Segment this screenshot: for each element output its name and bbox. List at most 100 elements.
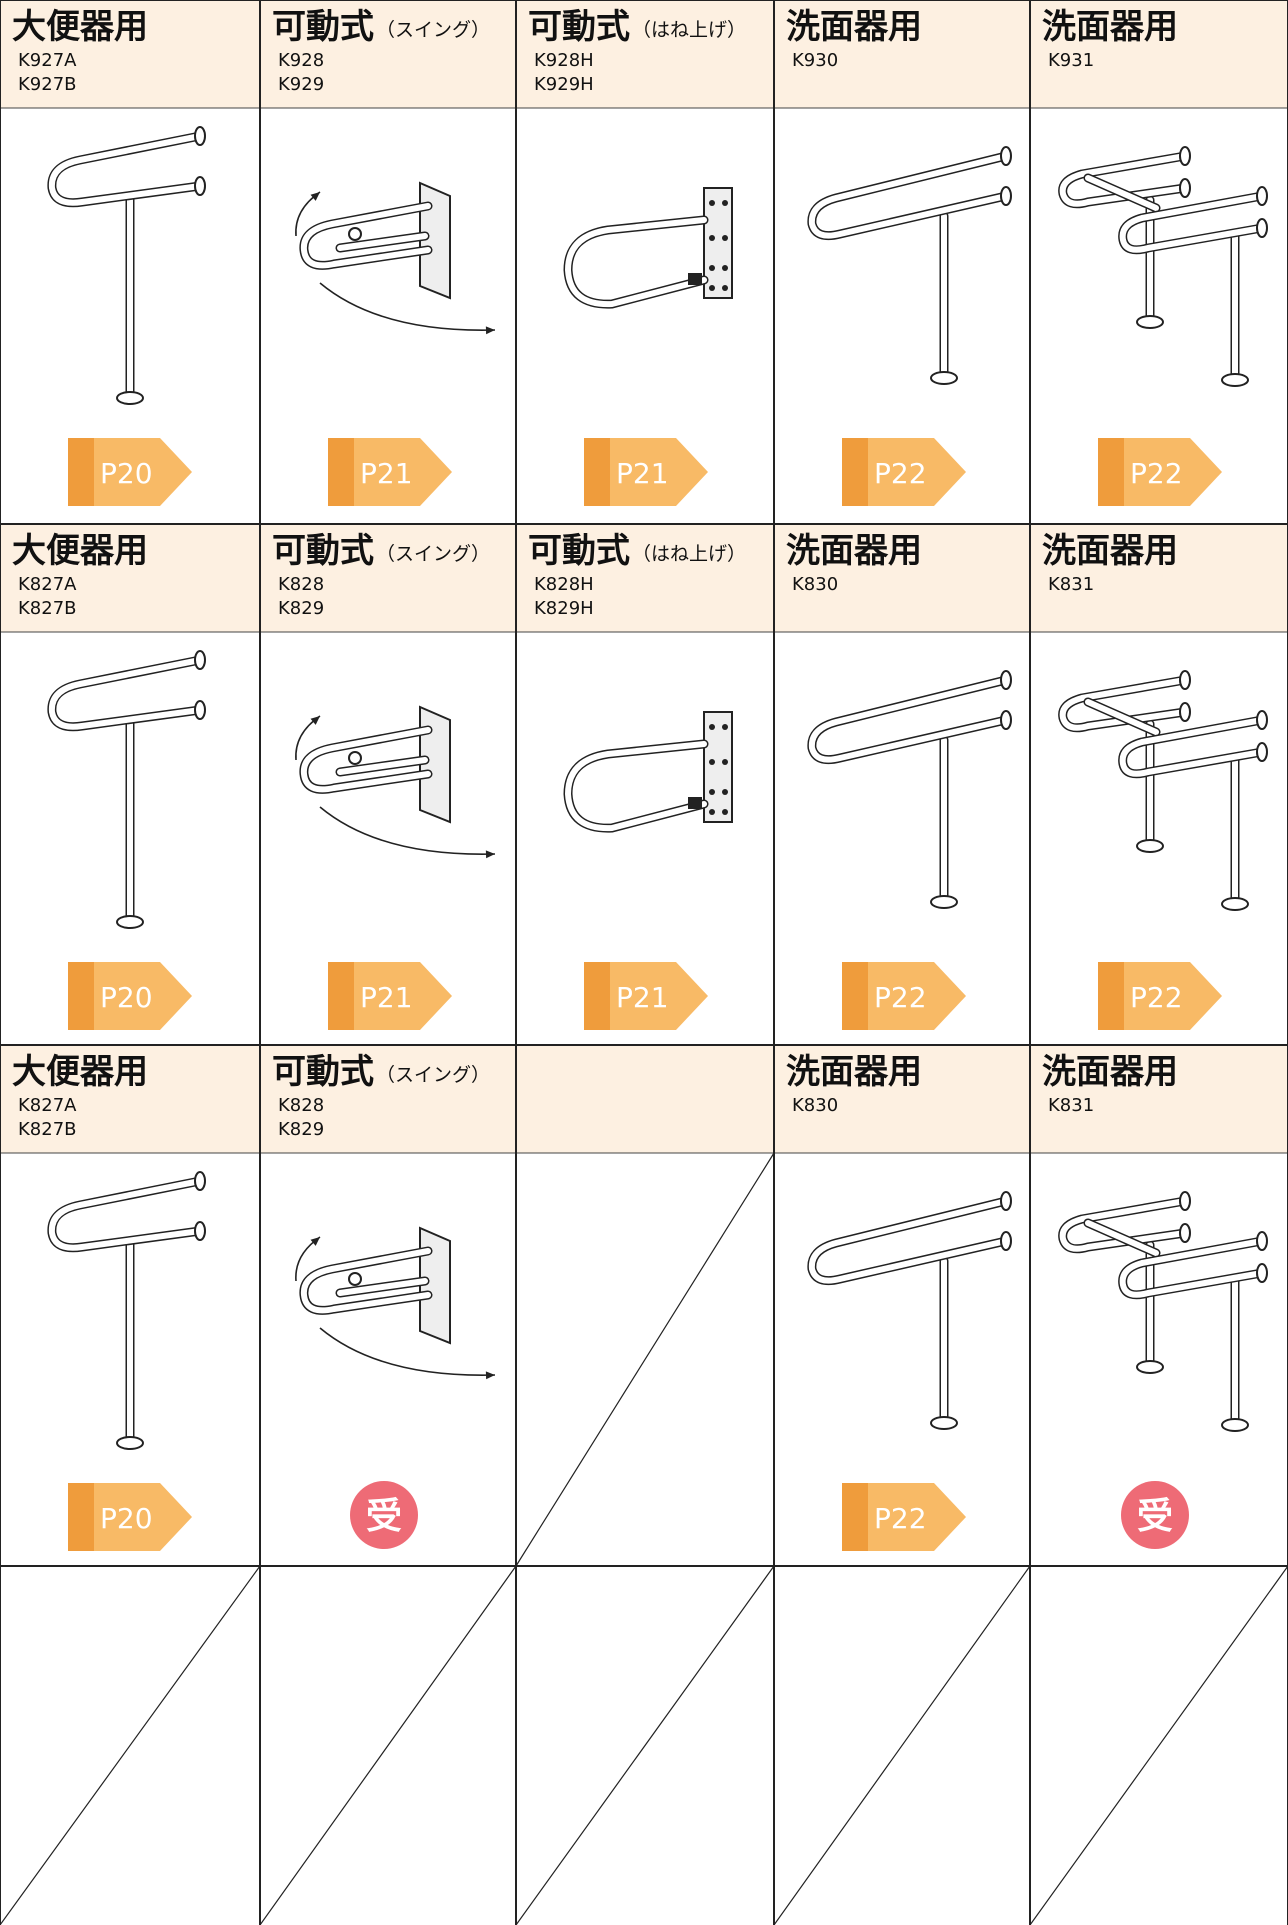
page-tag: P21 bbox=[584, 438, 708, 506]
page-tag: P20 bbox=[68, 1483, 192, 1551]
page-reference: P22 bbox=[874, 457, 927, 490]
cell-title: 洗面器用 bbox=[786, 1052, 922, 1092]
product-illustration bbox=[47, 126, 206, 405]
badge-label: 受 bbox=[1137, 1496, 1173, 1537]
cell-title: 可動式 bbox=[272, 531, 374, 571]
table-cell: 大便器用 K927A K927B P20 bbox=[0, 0, 260, 506]
table-cell: 洗面器用 K831 受 bbox=[1030, 1045, 1288, 1549]
model-code: K827B bbox=[18, 598, 77, 619]
product-illustration bbox=[295, 1226, 496, 1380]
model-code: K828 bbox=[278, 1095, 324, 1116]
cell-header bbox=[1030, 0, 1288, 108]
cell-header bbox=[774, 0, 1030, 108]
cell-header bbox=[0, 0, 260, 108]
cell-header bbox=[774, 1045, 1030, 1153]
model-code: K828H bbox=[534, 574, 594, 595]
model-code: K827A bbox=[18, 1095, 77, 1116]
table-cell bbox=[259, 1565, 517, 1925]
model-code: K829H bbox=[534, 598, 594, 619]
badge-circle bbox=[350, 1481, 418, 1549]
page-tag: P22 bbox=[842, 438, 966, 506]
page-tag: P21 bbox=[328, 438, 452, 506]
page-tag: P22 bbox=[1098, 438, 1222, 506]
model-code: K831 bbox=[1048, 574, 1094, 595]
table-cell: 可動式 （スイング） K928 K929 P21 bbox=[260, 0, 516, 506]
cell-header bbox=[516, 0, 774, 108]
cell-header bbox=[260, 0, 516, 108]
table-cell: 洗面器用 K831 P22 bbox=[1030, 524, 1288, 1030]
cell-title: 可動式 bbox=[272, 7, 374, 47]
product-illustration bbox=[295, 705, 496, 859]
model-code: K828 bbox=[278, 574, 324, 595]
cell-title: 洗面器用 bbox=[786, 7, 922, 47]
table-cell: 洗面器用 K830 P22 bbox=[774, 1045, 1030, 1551]
page-reference: P22 bbox=[1130, 981, 1183, 1014]
page-reference: P21 bbox=[360, 981, 413, 1014]
cell-title: 洗面器用 bbox=[1042, 1052, 1178, 1092]
model-code: K827B bbox=[18, 1119, 77, 1140]
model-code: K930 bbox=[792, 50, 838, 71]
cell-header bbox=[1030, 524, 1288, 632]
page-reference: P20 bbox=[100, 1502, 153, 1535]
product-illustration bbox=[1058, 670, 1268, 911]
cell-header bbox=[516, 1045, 774, 1153]
empty-diagonal bbox=[515, 1565, 775, 1925]
cell-title: 洗面器用 bbox=[1042, 7, 1178, 47]
cell-header bbox=[0, 524, 260, 632]
empty-diagonal bbox=[515, 1152, 775, 1567]
page-tag: P21 bbox=[584, 962, 708, 1030]
product-illustration bbox=[47, 650, 206, 929]
model-code: K931 bbox=[1048, 50, 1094, 71]
empty-diagonal bbox=[0, 1565, 261, 1925]
cell-title: 洗面器用 bbox=[786, 531, 922, 571]
table-cell: 可動式 （スイング） K828 K829 P21 bbox=[260, 524, 516, 1030]
page-tag: P21 bbox=[328, 962, 452, 1030]
table-cell: 大便器用 K827A K827B P20 bbox=[0, 524, 260, 1030]
table-cell: 大便器用 K827A K827B P20 bbox=[0, 1045, 260, 1551]
cell-title: 可動式 bbox=[528, 7, 630, 47]
table-cell bbox=[0, 1565, 261, 1925]
cell-title: 大便器用 bbox=[12, 1052, 148, 1092]
cell-note: （はね上げ） bbox=[632, 543, 746, 565]
empty-diagonal bbox=[259, 1565, 517, 1925]
table-cell: 可動式 （はね上げ） K928H K929H P21 bbox=[516, 0, 774, 506]
cell-title: 大便器用 bbox=[12, 7, 148, 47]
table-cell bbox=[773, 1565, 1031, 1925]
model-code: K927B bbox=[18, 74, 77, 95]
cell-title: 可動式 bbox=[528, 531, 630, 571]
product-illustration bbox=[807, 146, 1012, 385]
table-cell: 洗面器用 K930 P22 bbox=[774, 0, 1030, 506]
page-tag: P22 bbox=[842, 1483, 966, 1551]
page-tag: P20 bbox=[68, 438, 192, 506]
model-code: K830 bbox=[792, 1095, 838, 1116]
model-code: K928 bbox=[278, 50, 324, 71]
cell-header bbox=[0, 1045, 260, 1153]
page-reference: P20 bbox=[100, 981, 153, 1014]
cell-note: （スイング） bbox=[376, 19, 490, 41]
cell-note: （はね上げ） bbox=[632, 19, 746, 41]
product-illustration bbox=[563, 711, 733, 833]
badge-circle bbox=[1121, 1481, 1189, 1549]
model-code: K830 bbox=[792, 574, 838, 595]
table-cell bbox=[515, 1565, 775, 1925]
table-cell: 可動式 （スイング） K828 K829 受 bbox=[260, 1045, 516, 1549]
table-cell bbox=[1029, 1565, 1288, 1925]
model-code: K829 bbox=[278, 1119, 324, 1140]
cell-note: （スイング） bbox=[376, 1064, 490, 1086]
page-reference: P21 bbox=[616, 457, 669, 490]
cell-header bbox=[774, 524, 1030, 632]
table-cell bbox=[515, 1045, 775, 1567]
cell-title: 洗面器用 bbox=[1042, 531, 1178, 571]
product-illustration bbox=[563, 187, 733, 309]
product-illustration bbox=[1058, 1191, 1268, 1432]
product-illustration bbox=[807, 1191, 1012, 1430]
empty-diagonal bbox=[1029, 1565, 1288, 1925]
page-reference: P22 bbox=[874, 1502, 927, 1535]
model-code: K827A bbox=[18, 574, 77, 595]
page-tag: P20 bbox=[68, 962, 192, 1030]
cell-header bbox=[260, 1045, 516, 1153]
cell-header bbox=[260, 524, 516, 632]
page-reference: P22 bbox=[874, 981, 927, 1014]
model-code: K927A bbox=[18, 50, 77, 71]
